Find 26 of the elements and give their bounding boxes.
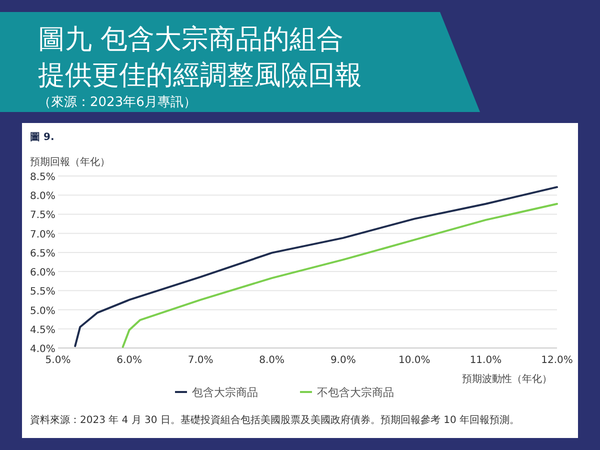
y-tick-label: 5.0% — [30, 306, 56, 317]
legend-label: 包含大宗商品 — [192, 386, 258, 399]
y-tick-label: 4.0% — [30, 344, 56, 355]
x-tick-label: 7.0% — [188, 355, 214, 366]
caption: 圖 9. — [30, 132, 54, 143]
x-tick-label: 5.0% — [45, 355, 71, 366]
x-tick-label: 8.0% — [259, 355, 285, 366]
x-axis-title: 預期波動性（年化） — [462, 373, 552, 385]
x-tick-label: 10.0% — [398, 355, 430, 366]
source-note: 資料來源：2023 年 4 月 30 日。基礎投資組合包括美國股票及美國政府債券。預期回報參考 10 年回報預測。 — [30, 414, 520, 426]
y-tick-label: 8.5% — [30, 172, 56, 183]
y-axis-title: 預期回報（年化） — [30, 156, 110, 168]
y-tick-label: 6.5% — [30, 248, 56, 260]
chart-subtitle: （來源：2023年6月專訊） — [38, 95, 196, 110]
x-tick-label: 6.0% — [116, 355, 142, 366]
x-tick-label: 9.0% — [330, 355, 356, 366]
x-tick-label: 11.0% — [470, 355, 502, 366]
y-tick-label: 5.5% — [30, 286, 56, 298]
y-tick-label: 8.0% — [30, 191, 56, 202]
title: 圖九 包含大宗商品的組合提供更佳的經調整風險回報 — [38, 24, 362, 91]
y-tick-label: 4.5% — [30, 324, 56, 336]
y-tick-label: 7.5% — [30, 210, 56, 222]
y-tick-label: 6.0% — [30, 268, 56, 279]
y-tick-label: 7.0% — [30, 229, 56, 240]
x-tick-label: 12.0% — [541, 355, 573, 366]
legend-label: 不包含大宗商品 — [317, 386, 394, 399]
